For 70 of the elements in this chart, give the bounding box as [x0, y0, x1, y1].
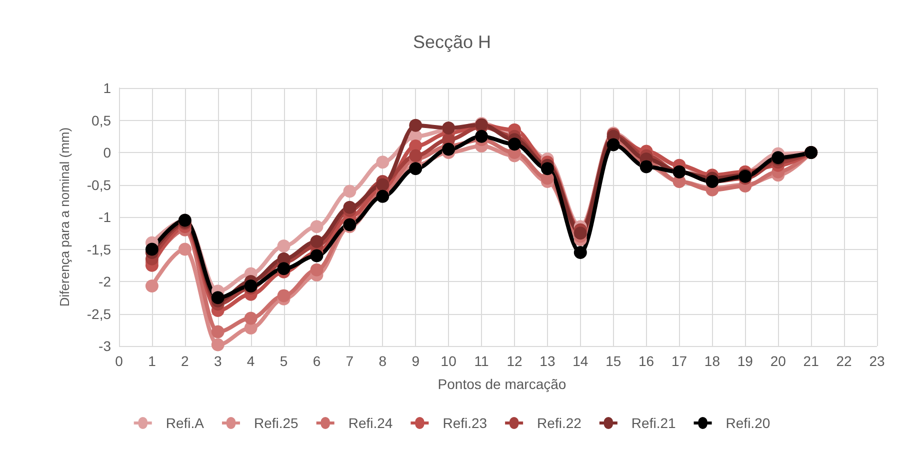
point	[178, 242, 192, 256]
x-tick-label: 17	[671, 353, 688, 369]
point	[310, 235, 324, 248]
x-tick-label: 8	[378, 353, 387, 369]
x-tick-label: 22	[836, 353, 852, 369]
x-tick-label: 18	[704, 353, 720, 369]
point	[211, 338, 224, 352]
x-tick-label: 20	[770, 353, 786, 369]
x-tick-label: 1	[148, 353, 156, 369]
x-tick-label: 4	[246, 353, 255, 369]
y-tick-label: -2,5	[86, 306, 112, 322]
x-tick-label: 5	[280, 353, 288, 369]
y-tick-label: -2	[98, 274, 112, 290]
x-tick-label: 7	[346, 353, 354, 369]
legend-label: Refi.A	[166, 415, 205, 431]
point	[409, 118, 422, 132]
x-tick-label: 2	[181, 353, 190, 369]
x-tick-label: 9	[412, 353, 420, 369]
x-tick-label: 3	[214, 353, 222, 369]
point	[145, 242, 158, 256]
y-tick-label: 1	[103, 80, 112, 96]
point	[475, 130, 488, 143]
x-tick-label: 13	[540, 353, 556, 369]
x-tick-label: 6	[312, 353, 321, 369]
point	[409, 162, 422, 176]
point	[277, 289, 290, 302]
x-tick-label: 15	[606, 353, 622, 369]
legend-label: Refi.20	[726, 415, 770, 431]
x-tick-label: 10	[440, 353, 457, 369]
x-tick-label: 11	[474, 353, 489, 369]
x-tick-label: 23	[869, 353, 885, 369]
legend-label: Refi.21	[631, 415, 676, 431]
point	[442, 142, 456, 156]
x-axis-title: Pontos de marcação	[438, 376, 566, 392]
point	[310, 263, 324, 276]
y-tick-label: 0	[103, 144, 112, 160]
y-axis-title: Diferença para a nominal (mm)	[57, 127, 72, 307]
legend-label: Refi.24	[348, 415, 393, 431]
point	[310, 249, 324, 262]
legend-label: Refi.25	[254, 415, 299, 431]
point	[574, 226, 587, 240]
point	[343, 184, 356, 198]
x-tick-label: 14	[572, 353, 588, 369]
point	[244, 312, 258, 325]
point	[211, 291, 224, 304]
point	[574, 246, 587, 259]
x-tick-label: 12	[506, 353, 522, 369]
point	[376, 156, 390, 169]
point	[508, 138, 521, 151]
point	[277, 262, 290, 276]
y-tick-label: -1,5	[86, 241, 112, 258]
x-tick-label: 0	[115, 353, 124, 369]
point	[540, 162, 554, 176]
point	[277, 240, 290, 253]
x-tick-label: 21	[803, 353, 820, 369]
point	[606, 138, 620, 152]
point	[145, 280, 158, 293]
x-tick-label: 16	[638, 353, 654, 369]
point	[211, 325, 224, 338]
point	[409, 149, 422, 162]
chart-title: Secção H	[412, 32, 492, 52]
point	[343, 200, 356, 214]
point	[310, 220, 324, 234]
y-tick-label: -3	[98, 338, 112, 354]
y-tick-label: 0,5	[92, 112, 112, 128]
legend-label: Refi.23	[442, 415, 488, 431]
y-tick-label: -0,5	[86, 176, 112, 193]
legend-label: Refi.22	[537, 415, 582, 431]
x-tick-label: 19	[737, 353, 754, 369]
y-tick-label: -1	[98, 209, 112, 225]
